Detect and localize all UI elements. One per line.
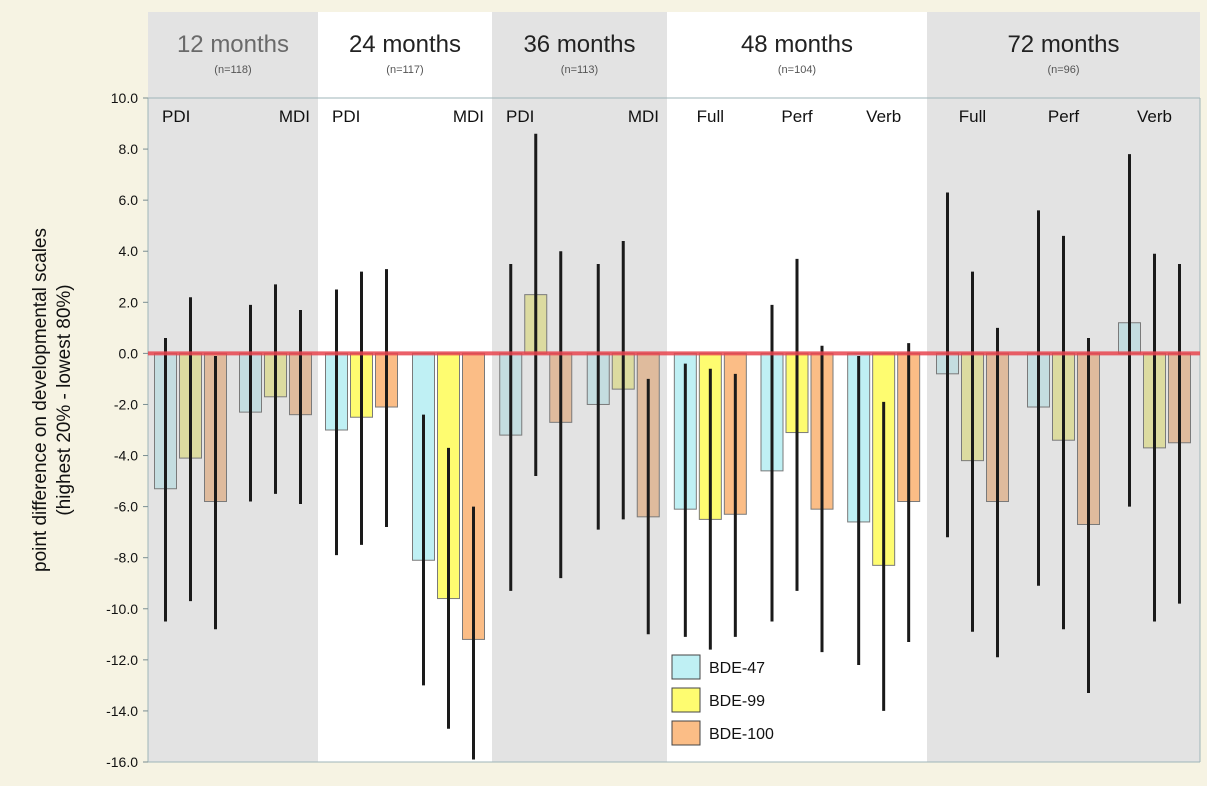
group-label: MDI — [628, 107, 659, 126]
y-tick-label: -2.0 — [114, 396, 138, 412]
legend-label: BDE-99 — [709, 693, 765, 710]
y-axis-label: point difference on developmental scales — [30, 228, 51, 572]
legend-swatch — [672, 655, 700, 679]
y-tick-label: -14.0 — [106, 703, 138, 719]
y-axis-label-secondary: (highest 20% - lowest 80%) — [54, 284, 75, 515]
group-label: Perf — [1048, 107, 1079, 126]
y-tick-label: -16.0 — [106, 754, 138, 770]
group-label: Verb — [1137, 107, 1172, 126]
legend-label: BDE-47 — [709, 660, 765, 677]
panel-title: 24 months — [349, 31, 461, 58]
group-label: PDI — [506, 107, 534, 126]
group-label: Verb — [866, 107, 901, 126]
legend-swatch — [672, 721, 700, 745]
group-label: PDI — [332, 107, 360, 126]
panel-sample-size: (n=96) — [1047, 64, 1079, 76]
panel-sample-size: (n=113) — [561, 64, 598, 76]
panel-sample-size: (n=117) — [386, 64, 423, 76]
y-tick-label: -12.0 — [106, 652, 138, 668]
y-tick-label: 4.0 — [119, 243, 139, 259]
y-tick-label: 6.0 — [119, 192, 139, 208]
panel-title: 36 months — [523, 31, 635, 58]
y-tick-label: 10.0 — [111, 90, 138, 106]
panel-sample-size: (n=118) — [214, 64, 251, 76]
panel-title: 12 months — [177, 31, 289, 58]
group-label: PDI — [162, 107, 190, 126]
y-tick-label: 8.0 — [119, 141, 139, 157]
y-tick-label: 0.0 — [119, 345, 139, 361]
y-tick-label: -8.0 — [114, 550, 138, 566]
panel-sample-size: (n=104) — [778, 64, 816, 76]
legend-label: BDE-100 — [709, 726, 774, 743]
y-tick-label: -10.0 — [106, 601, 138, 617]
y-tick-label: -4.0 — [114, 448, 138, 464]
panel-title: 48 months — [741, 31, 853, 58]
panel-title: 72 months — [1007, 31, 1119, 58]
legend-swatch — [672, 688, 700, 712]
group-label: Full — [959, 107, 986, 126]
y-tick-label: 2.0 — [119, 294, 139, 310]
group-label: Perf — [781, 107, 812, 126]
group-label: Full — [697, 107, 724, 126]
y-tick-label: -6.0 — [114, 499, 138, 515]
group-label: MDI — [453, 107, 484, 126]
group-label: MDI — [279, 107, 310, 126]
